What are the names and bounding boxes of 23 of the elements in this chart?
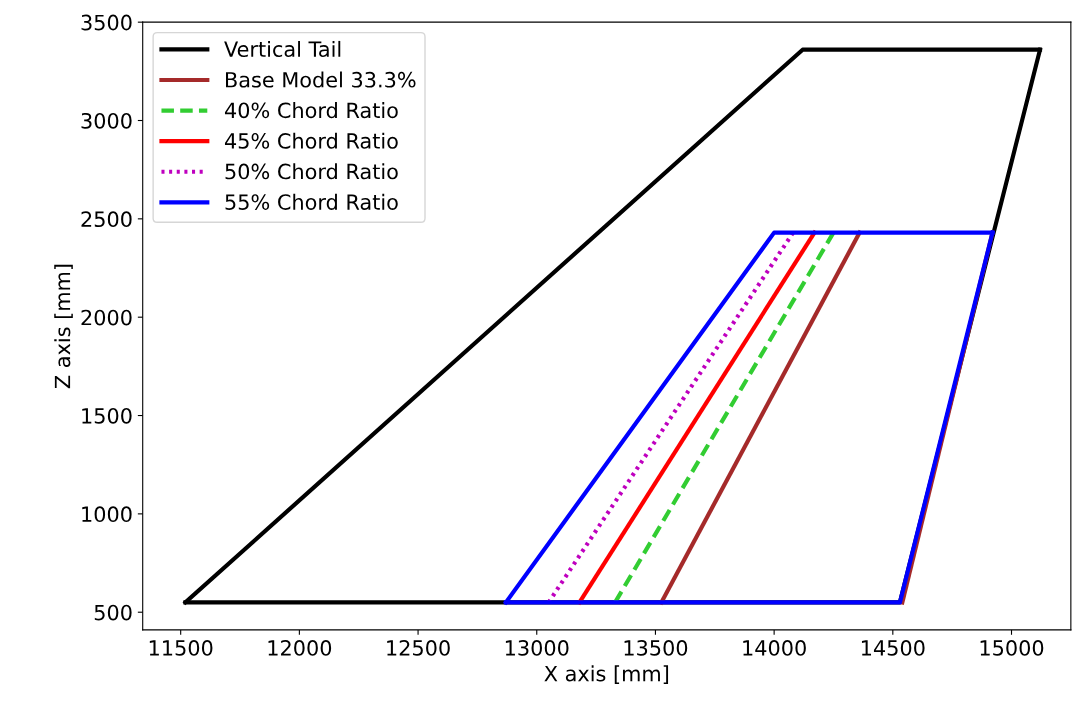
x-tick-label: 11500: [149, 640, 213, 656]
y-tick-label: 2500: [81, 211, 132, 228]
x-tick-label: 15000: [980, 640, 1044, 656]
y-tick-label: 2000: [81, 309, 132, 326]
y-tick-label: 3000: [81, 112, 132, 129]
x-tick-label: 14500: [861, 640, 925, 656]
legend-label: Vertical Tail: [224, 40, 341, 58]
x-tick-label: 12000: [268, 640, 332, 656]
x-tick-label: 12500: [387, 640, 450, 656]
x-tick-label: 13000: [505, 640, 569, 656]
y-tick-label: 3500: [81, 14, 132, 31]
y-axis-title: Z axis [mm]: [54, 264, 73, 389]
x-tick-label: 14000: [743, 640, 806, 656]
y-tick-label: 1000: [82, 506, 132, 523]
y-tick-label: 500: [94, 604, 132, 621]
legend-label: 40% Chord Ratio: [224, 102, 398, 119]
y-tick-label: 1500: [82, 407, 132, 424]
legend-label: 50% Chord Ratio: [225, 163, 398, 180]
legend-label: 45% Chord Ratio: [224, 132, 398, 149]
x-tick-label: 13500: [624, 640, 688, 656]
legend-label: 55% Chord Ratio: [225, 193, 398, 210]
legend-label: Base Model 33.3%: [226, 71, 416, 88]
x-axis-title: X axis [mm]: [544, 665, 669, 684]
